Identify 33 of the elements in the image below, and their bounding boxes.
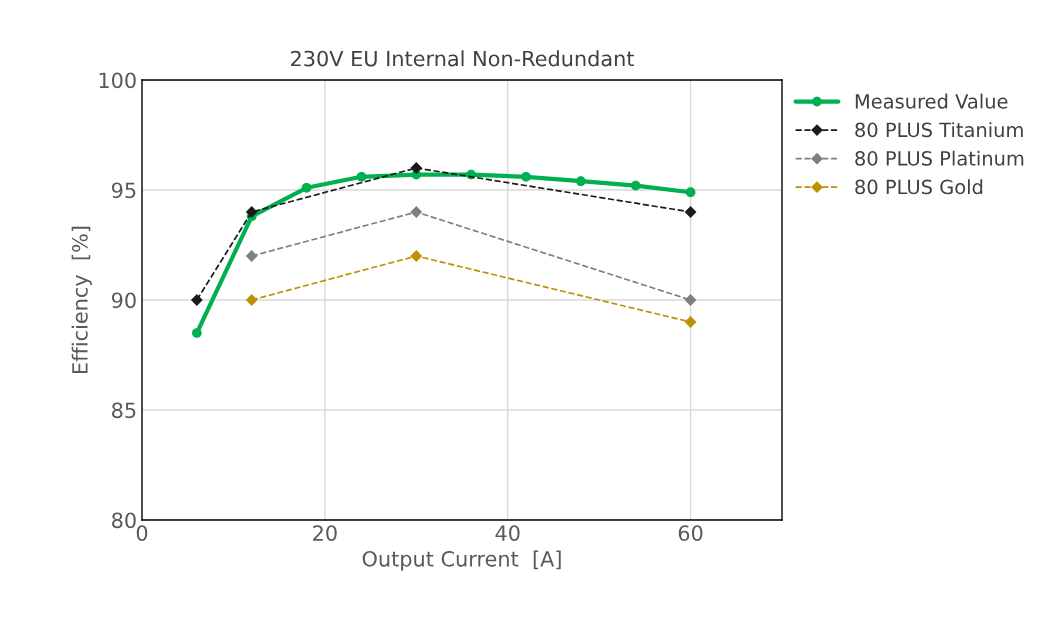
y-tick-label: 95 (111, 182, 136, 199)
point (245, 206, 258, 218)
point (410, 206, 423, 218)
point (410, 250, 423, 262)
point (685, 187, 696, 198)
y-tick-label: 80 (112, 512, 136, 529)
point (245, 294, 258, 306)
point (521, 171, 531, 182)
y-tick-label: 85 (112, 402, 136, 419)
point (192, 328, 202, 338)
chart-title: 230V EU Internal Non-Redundant (291, 50, 634, 67)
x-axis-title: Output Current [A] (362, 550, 561, 571)
point (301, 182, 312, 193)
point (684, 206, 697, 218)
y-tick-label: 90 (111, 292, 136, 309)
x-tick-label: 20 (313, 525, 337, 541)
x-tick-label: 60 (678, 525, 703, 541)
point (356, 171, 367, 182)
y-tick-label: 100 (99, 72, 136, 89)
legend-label: 80 PLUS Platinum (855, 150, 1024, 166)
legend-label: 80 PLUS Titanium (855, 122, 1023, 138)
point (630, 180, 641, 191)
x-tick-label: 40 (495, 525, 520, 541)
legend-label: Measured Value (855, 93, 1008, 109)
x-tick-label: 0 (136, 525, 148, 541)
point (410, 162, 423, 174)
legend-label: 80 PLUS Gold (855, 179, 983, 195)
y-axis-title: Efficiency [%] (71, 226, 92, 373)
point (576, 176, 586, 187)
point (190, 294, 203, 306)
point (684, 316, 697, 328)
point (684, 294, 697, 306)
point (245, 250, 258, 262)
